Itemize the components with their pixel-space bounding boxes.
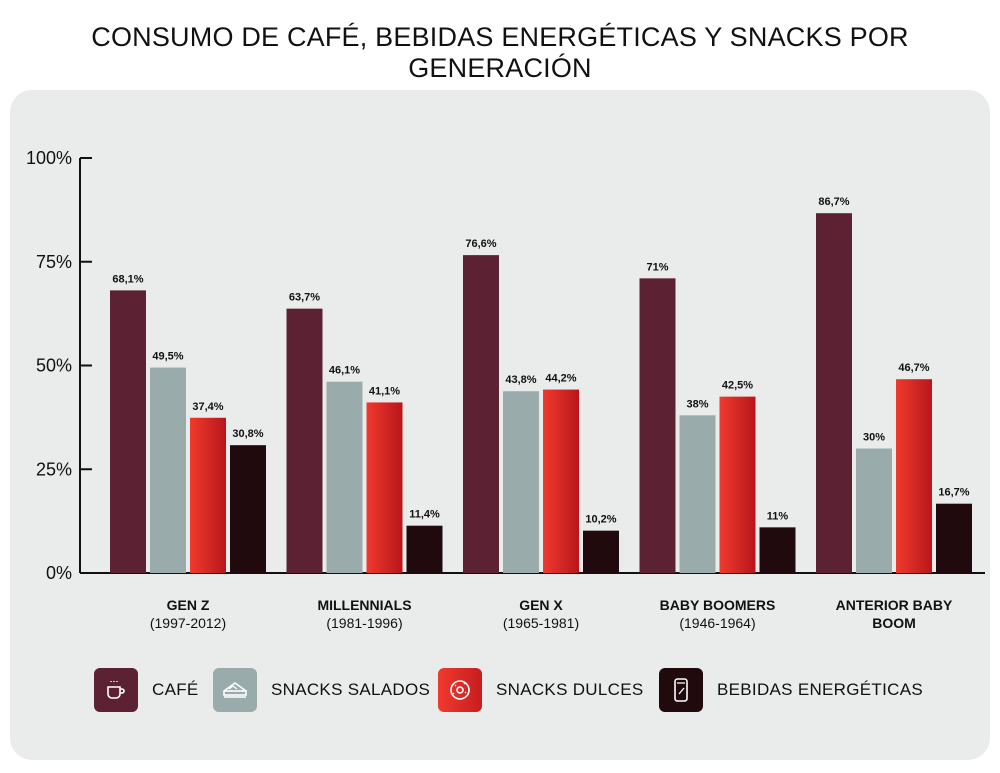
chart-title: CONSUMO DE CAFÉ, BEBIDAS ENERGÉTICAS Y S… [91, 22, 909, 83]
generation-name: BABY BOOMERS [659, 597, 776, 613]
generation-name: MILLENNIALS [317, 597, 412, 613]
bar [543, 389, 579, 573]
bar-value-label: 11,4% [409, 509, 440, 521]
legend-item: CAFÉ [94, 668, 199, 712]
legend-item: SNACKS SALADOS [213, 668, 430, 712]
generation-years: (1965-1981) [502, 615, 580, 631]
generation-years: (1981-1996) [326, 615, 403, 631]
generation-years: (1946-1964) [679, 615, 756, 631]
legend-item: BEBIDAS ENERGÉTICAS [659, 668, 923, 712]
bar-value-label: 63,7% [289, 292, 320, 304]
generation-years: (1997-2012) [149, 615, 227, 631]
donut-icon [438, 668, 482, 712]
bar-value-label: 71% [646, 261, 668, 273]
bar-value-label: 46,1% [329, 365, 360, 377]
bar-value-label: 44,2% [545, 373, 576, 385]
bar [406, 525, 443, 573]
x-category-label: BABY BOOMERS (1946-1964) [643, 596, 793, 632]
bar [759, 527, 796, 573]
y-tick-label: 75% [36, 252, 72, 272]
legend-item: SNACKS DULCES [438, 668, 644, 712]
coffee-cup-icon [94, 668, 138, 712]
legend-label: CAFÉ [152, 680, 199, 699]
bar-value-label: 30,8% [232, 428, 263, 440]
x-category-label: GEN X (1965-1981) [466, 596, 616, 632]
bar-value-label: 46,7% [898, 362, 929, 374]
bar [816, 213, 852, 573]
legend-label: SNACKS SALADOS [271, 680, 431, 699]
bar [463, 255, 499, 574]
bar-value-label: 11% [767, 510, 789, 522]
bar [150, 367, 186, 573]
bar [719, 396, 756, 573]
bar [286, 308, 323, 573]
y-tick-label: 100% [26, 148, 72, 168]
bar-value-label: 10,2% [585, 514, 616, 526]
bar [110, 290, 146, 573]
bar [230, 445, 266, 573]
bar [936, 503, 972, 573]
bar [190, 417, 226, 573]
bar-value-label: 49,5% [152, 351, 183, 363]
x-category-label: ANTERIOR BABY BOOM [819, 596, 969, 632]
bar [583, 530, 619, 573]
bar-value-label: 86,7% [818, 196, 849, 208]
bar [366, 402, 403, 573]
bar [896, 379, 932, 573]
bar-value-label: 42,5% [722, 380, 753, 392]
bar-value-label: 38% [686, 398, 708, 410]
y-tick-label: 0% [46, 563, 72, 583]
bar-value-label: 41,1% [369, 385, 400, 397]
bar-value-label: 68,1% [112, 273, 143, 285]
legend-label: BEBIDAS ENERGÉTICAS [717, 680, 923, 699]
generation-name: GEN Z [166, 597, 210, 613]
generation-name: ANTERIOR BABY BOOM [835, 597, 953, 631]
bar-value-label: 43,8% [505, 374, 536, 386]
energy-can-icon [659, 668, 703, 712]
bar-value-label: 37,4% [192, 401, 223, 413]
legend-label: SNACKS DULCES [496, 680, 644, 699]
x-category-label: MILLENNIALS (1981-1996) [290, 596, 440, 632]
y-tick-label: 25% [36, 459, 72, 479]
bar [856, 448, 892, 573]
x-category-label: GEN Z (1997-2012) [113, 596, 263, 632]
bar-value-label: 76,6% [465, 238, 496, 250]
bar [679, 415, 716, 573]
sandwich-icon [213, 668, 257, 712]
bar [326, 381, 363, 573]
bar [503, 391, 539, 573]
y-tick-label: 50% [36, 356, 72, 376]
bar-value-label: 30% [863, 432, 885, 444]
bar [639, 278, 676, 573]
generation-name: GEN X [519, 597, 563, 613]
bar-value-label: 16,7% [938, 487, 969, 499]
